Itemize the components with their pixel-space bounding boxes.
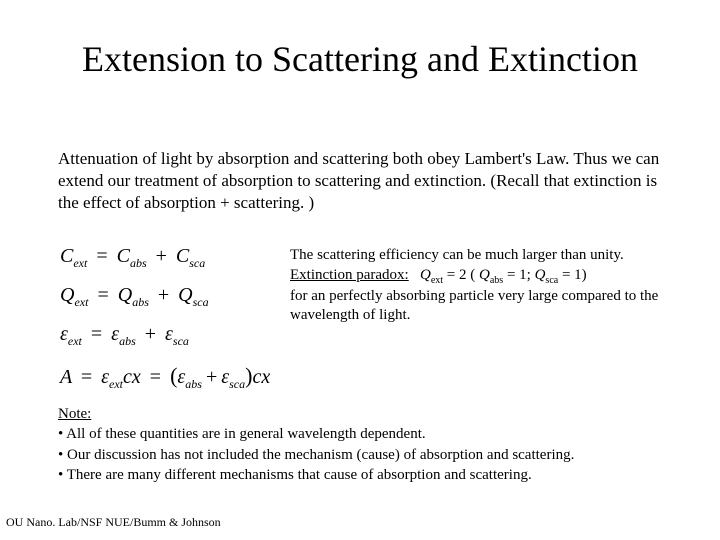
slide-title: Extension to Scattering and Extinction — [40, 38, 680, 80]
slide: Extension to Scattering and Extinction A… — [0, 0, 720, 540]
eq-eps-row: εext = εabs + εsca — [60, 318, 270, 351]
note-block: Note: • All of these quantities are in g… — [58, 404, 672, 485]
footer-credit: OU Nano. Lab/NSF NUE/Bumm & Johnson — [6, 515, 221, 530]
intro-paragraph: Attenuation of light by absorption and s… — [58, 148, 660, 213]
eq-a-row: A = εextcx = (εabs+εsca)cx — [60, 358, 270, 394]
note-heading: Note: — [58, 404, 672, 424]
eq-c-row: Cext = Cabs + Csca — [60, 240, 270, 273]
paradox-line1: The scattering efficiency can be much la… — [290, 246, 672, 266]
paradox-line2: Extinction paradox: Qext = 2 ( Qabs = 1;… — [290, 266, 672, 287]
paradox-line3: for an perfectly absorbing particle very… — [290, 287, 672, 326]
note-bullet-3: • There are many different mechanisms th… — [58, 465, 672, 485]
note-bullet-2: • Our discussion has not included the me… — [58, 445, 672, 465]
paradox-block: The scattering efficiency can be much la… — [290, 246, 672, 326]
eq-q-row: Qext = Qabs + Qsca — [60, 279, 270, 312]
equation-block: Cext = Cabs + Csca Qext = Qabs + Qsca εe… — [60, 240, 270, 400]
note-bullet-1: • All of these quantities are in general… — [58, 424, 672, 444]
